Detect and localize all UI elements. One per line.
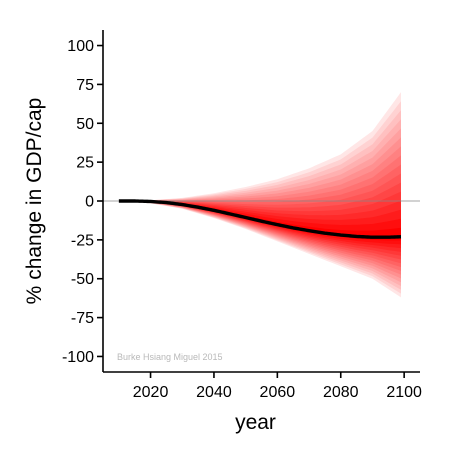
y-tick-label: -25 [71, 232, 94, 249]
x-axis-ticks: 2020 2040 2060 2080 2100 [133, 372, 422, 401]
y-axis-ticks: 100 75 50 25 0 -25 -50 -75 -100 [62, 38, 103, 366]
x-tick-label: 2100 [386, 384, 422, 401]
y-axis-title: % change in GDP/cap [23, 98, 46, 305]
x-axis-title: year [235, 411, 276, 434]
x-tick-label: 2080 [323, 384, 359, 401]
median-projection-line [118, 199, 402, 239]
y-tick-label: -75 [71, 310, 94, 327]
y-tick-label: 75 [76, 77, 94, 94]
y-tick-label: 25 [76, 155, 94, 172]
x-tick-label: 2040 [196, 384, 232, 401]
y-tick-label: -100 [62, 349, 94, 366]
uncertainty-band [118, 92, 401, 298]
y-tick-label: 100 [67, 38, 94, 55]
y-tick-label: -50 [71, 271, 94, 288]
x-tick-label: 2020 [133, 384, 169, 401]
y-tick-label: 0 [85, 194, 94, 211]
y-tick-label: 50 [76, 116, 94, 133]
credit-note: Burke Hsiang Miguel 2015 [117, 352, 223, 362]
x-tick-label: 2060 [260, 384, 296, 401]
